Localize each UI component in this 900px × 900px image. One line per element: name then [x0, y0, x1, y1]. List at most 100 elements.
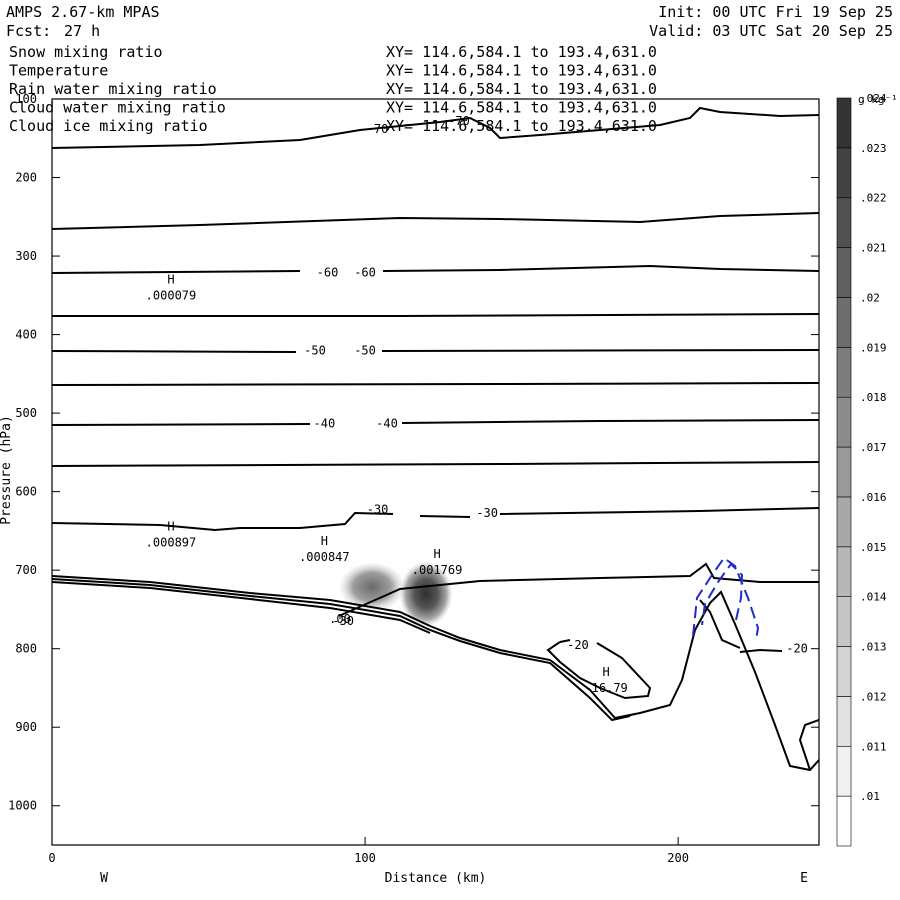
x-tick-label: 200	[667, 851, 689, 865]
colorbar-swatch	[836, 396, 852, 448]
isotherm-mid	[52, 382, 819, 386]
plot-frame	[51, 98, 820, 846]
contour-label: -20	[786, 642, 808, 656]
partial-contour-label: .00	[329, 612, 351, 626]
legend-field-name: Temperature	[9, 62, 108, 80]
terrain-line-2	[52, 578, 631, 722]
y-tick-label: 300	[15, 249, 37, 263]
colorbar-unit: g kg⁻¹	[858, 93, 898, 106]
east-label: E	[800, 871, 808, 886]
y-tick-label: 800	[15, 642, 37, 656]
high-mark: H	[167, 520, 174, 534]
y-tick-label: 100	[15, 92, 37, 106]
contour-label: -50	[304, 343, 326, 357]
contour-label: -30	[332, 614, 354, 628]
contour-label: -40	[314, 416, 336, 430]
colorbar-swatch	[836, 97, 852, 149]
colorbar: g kg⁻¹ .01 .011 .012 .013 .014 .015 .016 .017 .0…	[836, 92, 898, 847]
x-tick-label: 100	[354, 851, 376, 865]
ice-shading	[340, 562, 452, 626]
colorbar-tick-label: .015	[860, 541, 887, 554]
colorbar-swatch	[836, 596, 852, 647]
init-time: Init: 00 UTC Fri 19 Sep 25	[658, 3, 893, 21]
terrain-east-spur	[798, 719, 819, 771]
forecast-label: Fcst:	[6, 22, 51, 40]
colorbar-swatch	[836, 696, 852, 747]
high-mark: H	[321, 534, 328, 548]
colorbar-swatch	[836, 197, 852, 248]
isotherm-50	[52, 349, 819, 353]
isotherm-40	[52, 419, 819, 426]
colorbar-tick-label: .013	[860, 641, 887, 654]
legend-field-xy: XY= 114.6,584.1 to 193.4,631.0	[386, 99, 657, 117]
contour-label: -60	[354, 266, 376, 280]
high-mark: H	[433, 547, 440, 561]
legend-field-name: Rain water mixing ratio	[9, 80, 217, 98]
y-axis-label: Pressure (hPa)	[0, 415, 14, 525]
terrain	[52, 575, 819, 772]
colorbar-tick-label: .016	[860, 491, 887, 504]
contour-label: -20	[567, 638, 589, 652]
contour-label: -70	[367, 122, 389, 136]
isotherm-30-low	[338, 562, 819, 617]
contour-label: -50	[354, 343, 376, 357]
legend-field-xy: XY= 114.6,584.1 to 193.4,631.0	[386, 80, 657, 98]
colorbar-tick-label: .02	[860, 291, 880, 304]
high-value: .001769	[412, 563, 463, 577]
forecast-hours: 27 h	[64, 22, 100, 40]
field-legend: Snow mixing ratio XY= 114.6,584.1 to 193.…	[9, 43, 657, 135]
colorbar-tick-label: .011	[860, 740, 887, 753]
legend-field-name: Cloud water mixing ratio	[9, 99, 226, 117]
high-value: .000079	[146, 288, 197, 302]
colorbar-tick-label: .018	[860, 391, 887, 404]
terrain-line-1	[52, 575, 819, 772]
isotherm-60	[52, 264, 819, 274]
high-value: -16.79	[584, 681, 627, 695]
colorbar-swatch	[836, 147, 852, 199]
colorbar-tick-label: .022	[860, 192, 887, 205]
y-tick-label: 600	[15, 485, 37, 499]
legend-field-xy: XY= 114.6,584.1 to 193.4,631.0	[386, 62, 657, 80]
west-label: W	[100, 871, 108, 886]
colorbar-swatch	[836, 247, 852, 298]
colorbar-swatch	[836, 496, 852, 548]
colorbar-swatch	[836, 297, 852, 348]
isotherm-top	[52, 212, 819, 230]
colorbar-swatch	[836, 347, 852, 398]
y-tick-label: 500	[15, 406, 37, 420]
temperature-contours	[52, 106, 819, 700]
header: AMPS 2.67-km MPAS Fcst: 27 h Init: 00 UT…	[6, 3, 893, 40]
plot-area: -70 -70 -60 -60 -50 -50 -40 -40 -30 -30 -30 -20 -20.…	[0, 92, 820, 886]
contour-labels: -70 -70 -60 -60 -50 -50 -40 -40 -30 -30 -30 -20 -20.…	[304, 114, 808, 656]
colorbar-swatch	[836, 795, 852, 847]
ice-maximum-west	[340, 563, 404, 611]
isotherm-deep	[52, 461, 819, 467]
valid-time: Valid: 03 UTC Sat 20 Sep 25	[649, 22, 893, 40]
model-title: AMPS 2.67-km MPAS	[6, 3, 160, 21]
colorbar-tick-label: .014	[860, 591, 887, 604]
isotherm-30	[52, 507, 819, 532]
high-markers: H .000079 H .000897 H .000847 H .001769 H -16.79	[146, 272, 628, 695]
terrain-line-3	[52, 581, 431, 634]
colorbar-tick-label: .01	[860, 790, 880, 803]
contour-label: -70	[448, 114, 470, 128]
ice-maximum-east	[400, 562, 452, 626]
y-tick-label: 900	[15, 720, 37, 734]
high-mark: H	[603, 665, 610, 679]
high-mark: H	[167, 272, 174, 286]
colorbar-tick-label: .012	[860, 690, 887, 703]
isotherm-lower	[52, 313, 819, 317]
legend-field-name: Snow mixing ratio	[9, 43, 163, 61]
colorbar-swatch	[836, 745, 852, 797]
x-tick-label: 0	[48, 851, 55, 865]
colorbar-tick-label: .019	[860, 341, 887, 354]
colorbar-swatch	[836, 446, 852, 498]
contour-label: -40	[376, 416, 398, 430]
y-tick-label: 1000	[8, 799, 37, 813]
legend-field-name: Cloud ice mixing ratio	[9, 117, 208, 135]
y-tick-label: 200	[15, 171, 37, 185]
cloud-water-contour	[692, 556, 760, 641]
legend-field-xy: XY= 114.6,584.1 to 193.4,631.0	[386, 43, 657, 61]
axes: 100 200 300 400 500 600 700 800 900 1000 0 100 200 Di…	[0, 92, 819, 886]
